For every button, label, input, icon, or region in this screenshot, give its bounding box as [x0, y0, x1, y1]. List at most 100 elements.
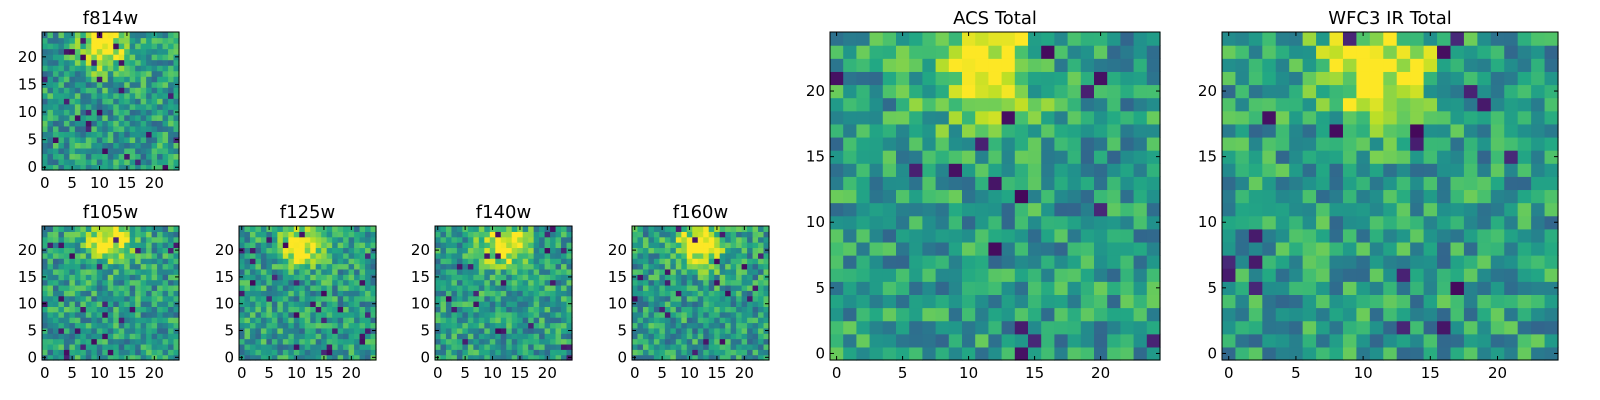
heatmap-cell: [1517, 255, 1532, 269]
heatmap-cell: [146, 338, 153, 345]
heatmap-cell: [255, 226, 262, 232]
heatmap-cell: [1531, 189, 1546, 204]
heatmap-cell: [1275, 333, 1290, 348]
heatmap-cell: [1369, 320, 1384, 335]
heatmap-cell: [1356, 346, 1371, 361]
heatmap-cell: [135, 231, 142, 238]
heatmap-cell: [107, 125, 114, 132]
heatmap-cell: [58, 65, 65, 72]
heatmap-cell: [1490, 136, 1505, 151]
heatmap-cell: [478, 258, 485, 265]
heatmap-cell: [124, 263, 131, 270]
heatmap-cell: [440, 242, 447, 249]
heatmap-cell: [752, 295, 759, 302]
heatmap-cell: [124, 231, 131, 238]
heatmap-cell: [47, 109, 54, 116]
heatmap-cell: [467, 274, 474, 281]
heatmap-cell: [52, 295, 60, 302]
heatmap-cell: [489, 279, 496, 286]
y-tick-label: 5: [1207, 279, 1217, 297]
heatmap-cell: [47, 252, 54, 259]
heatmap-cell: [80, 158, 87, 166]
heatmap-cell: [157, 301, 164, 307]
heatmap-cell: [124, 59, 131, 66]
heatmap-cell: [52, 109, 60, 116]
heatmap-cell: [1517, 241, 1532, 256]
y-tick-label: 20: [215, 241, 234, 259]
heatmap-cell: [173, 131, 180, 138]
heatmap-cell: [752, 301, 759, 307]
heatmap-cell: [249, 349, 257, 356]
heatmap-cell: [909, 228, 923, 243]
heatmap-cell: [758, 327, 765, 334]
heatmap-cell: [1410, 241, 1425, 256]
heatmap-cell: [1235, 268, 1250, 282]
heatmap-cell: [1080, 294, 1095, 309]
heatmap-cell: [500, 252, 507, 259]
heatmap-cell: [255, 301, 262, 307]
heatmap-cell: [74, 349, 81, 356]
heatmap-cell: [648, 343, 655, 350]
heatmap-cell: [129, 98, 136, 105]
heatmap-cell: [146, 284, 153, 291]
heatmap-cell: [1275, 136, 1290, 151]
heatmap-cell: [856, 241, 871, 256]
heatmap-cell: [1490, 163, 1505, 177]
heatmap-cell: [332, 349, 339, 356]
heatmap-cell: [299, 274, 306, 281]
heatmap-cell: [1094, 281, 1108, 295]
heatmap-cell: [146, 125, 153, 132]
heatmap-cell: [365, 284, 372, 291]
heatmap-cell: [736, 349, 743, 356]
heatmap-cell: [550, 295, 557, 302]
heatmap-cell: [260, 333, 267, 340]
heatmap-cell: [173, 142, 180, 149]
heatmap-cell: [91, 153, 98, 160]
heatmap-cell: [260, 295, 267, 302]
heatmap-cell: [478, 306, 485, 313]
heatmap-cell: [1222, 281, 1237, 295]
heatmap-cell: [741, 258, 748, 265]
heatmap-cell: [52, 236, 60, 243]
heatmap-cell: [337, 236, 344, 243]
heatmap-cell: [517, 343, 524, 350]
heatmap-cell: [1383, 32, 1398, 46]
heatmap-cell: [135, 87, 142, 94]
heatmap-cell: [1146, 45, 1161, 59]
heatmap-cell: [1463, 110, 1478, 125]
heatmap-cell: [1342, 189, 1357, 204]
heatmap-cell: [703, 333, 710, 340]
heatmap-cell: [948, 97, 963, 112]
heatmap-cell: [909, 215, 923, 230]
heatmap-cell: [135, 236, 142, 243]
heatmap-cell: [456, 290, 463, 297]
heatmap-cell: [659, 311, 666, 318]
heatmap-cell: [1275, 32, 1290, 46]
heatmap-cell: [1544, 97, 1559, 112]
heatmap-cell: [370, 343, 377, 350]
heatmap-cell: [310, 247, 317, 254]
heatmap-cell: [151, 338, 158, 345]
heatmap-cell: [670, 322, 677, 329]
heatmap-cell: [856, 84, 871, 99]
heatmap-cell: [157, 65, 164, 72]
heatmap-cell: [747, 226, 754, 232]
heatmap-cell: [435, 343, 442, 350]
heatmap-cell: [445, 295, 453, 302]
heatmap-cell: [1041, 241, 1055, 256]
heatmap-cell: [140, 279, 147, 286]
heatmap-cell: [1107, 202, 1121, 217]
heatmap-cell: [843, 268, 857, 282]
heatmap-cell: [909, 97, 923, 112]
heatmap-cell: [343, 258, 350, 265]
heatmap-cell: [162, 284, 169, 291]
heatmap-cell: [337, 306, 344, 313]
heatmap-cell: [113, 247, 120, 254]
heatmap-cell: [747, 263, 754, 270]
y-tick-label: 15: [806, 148, 825, 166]
heatmap-cell: [359, 343, 366, 350]
heatmap-cell: [489, 290, 496, 297]
heatmap-cell: [244, 327, 251, 334]
heatmap-cell: [843, 58, 857, 72]
heatmap-cell: [1356, 202, 1371, 217]
